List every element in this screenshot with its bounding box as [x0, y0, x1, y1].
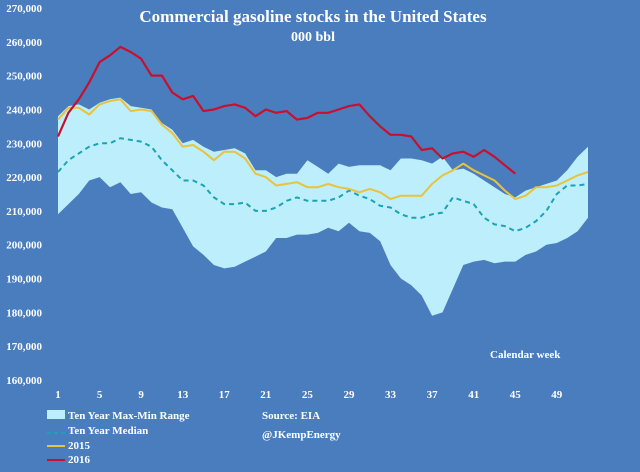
line-2016	[56, 45, 516, 175]
x-tick-label: 25	[302, 389, 314, 401]
source-note: Source: EIA	[262, 410, 320, 422]
chart-subtitle: 000 bbl	[291, 30, 335, 45]
x-tick-label: 5	[97, 389, 103, 401]
y-tick-label: 210,000	[6, 206, 42, 218]
legend-label-median: Ten Year Median	[68, 425, 148, 437]
chart-title: Commercial gasoline stocks in the United…	[139, 7, 487, 26]
x-tick-label: 49	[551, 389, 563, 401]
y-tick-label: 240,000	[6, 105, 42, 117]
range-band-layer	[58, 97, 588, 316]
author-handle: @JKempEnergy	[262, 429, 341, 441]
y-tick-label: 170,000	[6, 341, 42, 353]
x-tick-label: 9	[138, 389, 144, 401]
x-tick-label: 21	[260, 389, 271, 401]
legend-label-2015: 2015	[68, 440, 91, 452]
x-tick-label: 1	[55, 389, 61, 401]
series-lines-layer	[56, 45, 589, 233]
x-tick-label: 33	[385, 389, 397, 401]
y-tick-label: 190,000	[6, 274, 42, 286]
y-tick-label: 160,000	[6, 375, 42, 387]
legend: Ten Year Max-Min Range Ten Year Median 2…	[47, 410, 190, 466]
x-tick-label: 29	[344, 389, 356, 401]
x-tick-label: 45	[510, 389, 522, 401]
legend-swatch-band	[47, 410, 65, 419]
y-tick-label: 270,000	[6, 3, 42, 15]
y-tick-label: 260,000	[6, 37, 42, 49]
legend-label-2016: 2016	[68, 454, 91, 466]
y-tick-label: 230,000	[6, 138, 42, 150]
range-band-area	[58, 97, 588, 316]
line-2015	[57, 98, 589, 201]
median-line	[57, 137, 589, 233]
x-tick-labels: 1 5 9 13 17 21 25 29 33 37 41 45 49	[55, 389, 563, 401]
y-tick-label: 250,000	[6, 71, 42, 83]
legend-label-band: Ten Year Max-Min Range	[68, 410, 190, 422]
x-tick-label: 13	[177, 389, 189, 401]
y-tick-label: 180,000	[6, 307, 42, 319]
x-tick-label: 17	[219, 389, 231, 401]
x-axis-label: Calendar week	[490, 349, 561, 361]
y-tick-label: 220,000	[6, 172, 42, 184]
x-tick-label: 37	[427, 389, 439, 401]
y-tick-labels: 160,000 170,000 180,000 190,000 200,000 210,0…	[6, 3, 42, 387]
x-tick-label: 41	[468, 389, 479, 401]
y-tick-label: 200,000	[6, 240, 42, 252]
